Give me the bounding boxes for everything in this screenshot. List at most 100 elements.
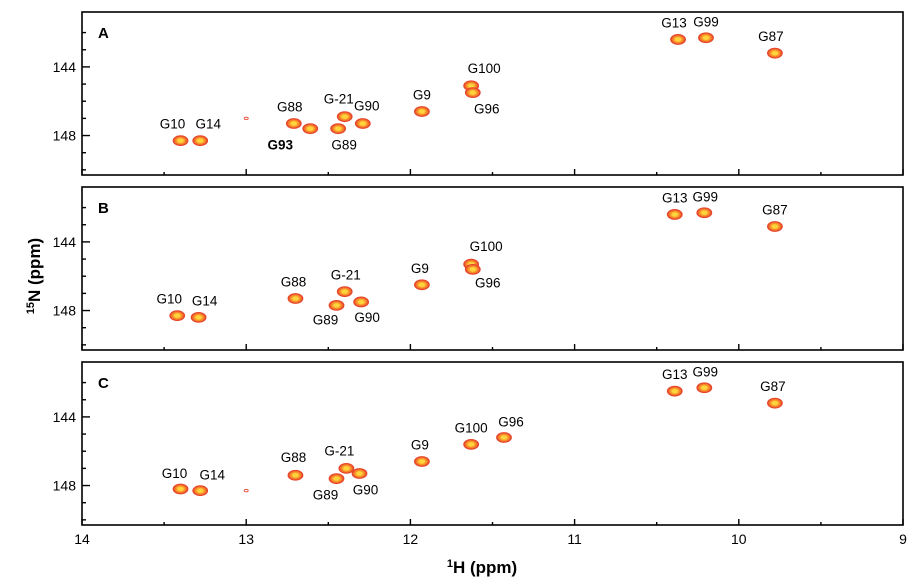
peak-g99: G99 (693, 365, 719, 394)
peak-label: G-21 (324, 443, 354, 458)
peak-label: G9 (413, 88, 431, 103)
peak-core (675, 37, 682, 42)
peak-core (500, 435, 507, 440)
peak-core (418, 282, 425, 287)
peak-g14: G14 (192, 468, 225, 497)
peak-core (468, 83, 475, 88)
y-tick-label: 144 (53, 59, 77, 75)
peak-label: G87 (762, 202, 788, 217)
peak-g-21: G-21 (324, 443, 354, 474)
peak-g13: G13 (661, 15, 687, 45)
y-tick-label: 148 (53, 303, 77, 319)
peak-label: G100 (455, 420, 488, 435)
peak-g96: G96 (464, 263, 501, 290)
peak-core (358, 299, 365, 304)
peak-label: G90 (354, 310, 380, 325)
peak-label: G13 (662, 367, 688, 382)
peak-unlabeled (243, 489, 249, 493)
panel-c: C 144 148 G10 G14 G88 G-21 G89 G90 G9 G100 G96 G13 G9… (53, 361, 904, 526)
peak-label: G90 (354, 99, 380, 114)
peak-label: G88 (281, 275, 307, 290)
peak-g9: G9 (413, 88, 431, 117)
peak-g88: G88 (277, 100, 303, 129)
peak-g96: G96 (496, 414, 524, 443)
y-tick-label: 144 (53, 234, 77, 250)
peak-core (307, 126, 314, 131)
peak-core (292, 296, 299, 301)
peak-g90: G90 (353, 296, 380, 325)
peak-core (418, 459, 425, 464)
peak-core (174, 313, 181, 318)
peak-g96: G96 (464, 87, 500, 117)
peak-core (418, 109, 425, 114)
peak-label: G99 (693, 365, 719, 380)
peak-label: G93 (267, 138, 293, 153)
x-tick-label: 12 (403, 531, 419, 547)
peak-core (469, 90, 476, 95)
peak-label: G9 (411, 438, 429, 453)
peak-g90: G90 (354, 99, 380, 129)
peak-g14: G14 (192, 117, 221, 147)
y-tick-label: 144 (53, 409, 77, 425)
peak-label: G96 (475, 275, 501, 290)
peak-g9: G9 (411, 261, 430, 291)
peak-unlabeled (243, 116, 249, 121)
peak-g89: G89 (330, 123, 357, 153)
x-tick-label: 13 (238, 531, 254, 547)
peak-label: G89 (313, 488, 339, 503)
peak-g9: G9 (411, 438, 430, 467)
peak-core (671, 389, 678, 394)
peak-label: G14 (195, 117, 221, 132)
peak-g89: G89 (313, 299, 345, 327)
peak-core (333, 303, 340, 308)
peak-g10: G10 (160, 117, 189, 147)
x-tick-label: 10 (731, 531, 747, 547)
peak-label: G96 (498, 414, 524, 429)
y-tick-label: 148 (53, 478, 77, 494)
peak-label: G9 (411, 261, 429, 276)
peak-label: G13 (661, 15, 687, 30)
peak-g87: G87 (760, 379, 786, 409)
peak-g100: G100 (455, 420, 488, 450)
peak-core (469, 267, 476, 272)
peak-label: G96 (474, 102, 500, 117)
peak-label: G100 (468, 61, 501, 76)
peak-core (333, 476, 340, 481)
peak-core (195, 315, 202, 320)
peak-g-21: G-21 (324, 92, 354, 123)
peak-label: G87 (758, 29, 784, 44)
peak-core (292, 473, 299, 478)
peak-marker (243, 116, 249, 121)
panel-letter: A (98, 25, 109, 42)
peak-g10: G10 (156, 292, 186, 322)
peak-g99: G99 (693, 190, 719, 219)
peak-core (290, 121, 297, 126)
peak-g100: G100 (463, 61, 501, 92)
peak-core (671, 212, 678, 217)
peak-label: G87 (760, 379, 786, 394)
peak-core (343, 466, 350, 471)
peak-core (701, 385, 708, 390)
peak-core (341, 289, 348, 294)
x-axis-title: 1H (ppm) (447, 558, 517, 577)
peak-core (177, 486, 184, 491)
peak-label: G14 (199, 468, 225, 483)
peak-g87: G87 (762, 202, 788, 232)
peak-label: G10 (160, 117, 186, 132)
x-tick-label: 9 (899, 531, 907, 547)
peak-g10: G10 (162, 466, 189, 495)
peak-core (335, 126, 342, 131)
peak-g99: G99 (693, 15, 719, 44)
peak-label: G99 (693, 190, 719, 205)
peak-core (702, 35, 709, 40)
peak-core (197, 138, 204, 143)
peak-core (701, 210, 708, 215)
panel-letter: B (98, 200, 109, 217)
peak-marker (243, 489, 249, 493)
x-axis: 14 13 12 11 10 9 (74, 531, 907, 547)
peak-g93: G93 (267, 123, 319, 153)
panel-b: B 144 148 G10 G14 G88 G-21 G89 G90 G9 G100 G96 G13 G9… (53, 186, 904, 351)
peak-label: G90 (353, 483, 379, 498)
x-tick-label: 14 (74, 531, 90, 547)
